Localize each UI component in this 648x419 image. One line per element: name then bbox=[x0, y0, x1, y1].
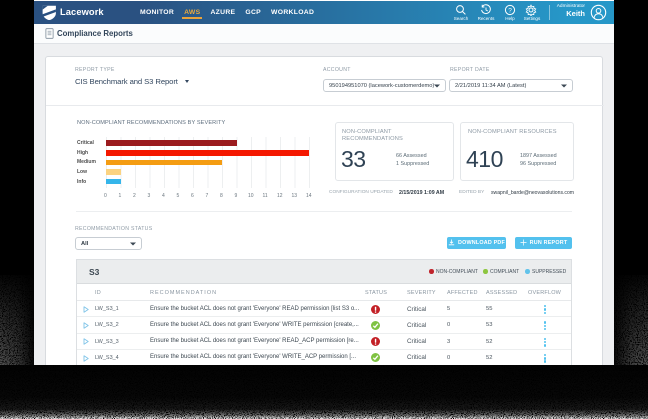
svg-text:?: ? bbox=[508, 7, 512, 14]
